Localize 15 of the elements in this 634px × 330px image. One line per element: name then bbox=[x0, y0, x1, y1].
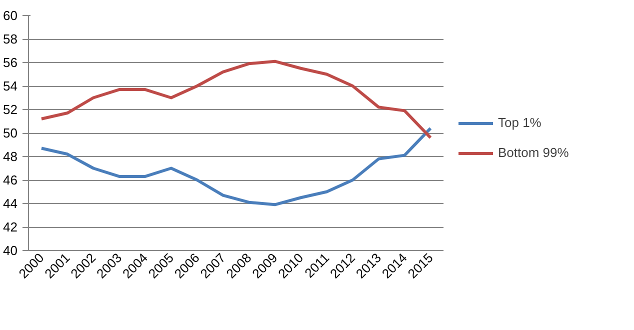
y-tick-label: 42 bbox=[3, 220, 18, 234]
y-tick-label: 54 bbox=[3, 78, 18, 94]
y-tick-label: 46 bbox=[3, 172, 18, 188]
y-tick-label: 60 bbox=[3, 8, 18, 23]
y-tick-label: 50 bbox=[3, 126, 18, 140]
y-tick-label: 40 bbox=[3, 243, 18, 258]
y-tick-label: 44 bbox=[3, 196, 18, 211]
y-tick-label: 48 bbox=[3, 149, 18, 164]
line-series bbox=[40, 60, 432, 140]
y-tick-label: 56 bbox=[3, 55, 18, 70]
line-series bbox=[40, 126, 432, 206]
legend-label: Top 1% bbox=[498, 115, 542, 130]
y-tick-label: 52 bbox=[3, 102, 18, 117]
legend-label: Bottom 99% bbox=[498, 145, 569, 160]
y-tick-label: 58 bbox=[3, 32, 18, 46]
